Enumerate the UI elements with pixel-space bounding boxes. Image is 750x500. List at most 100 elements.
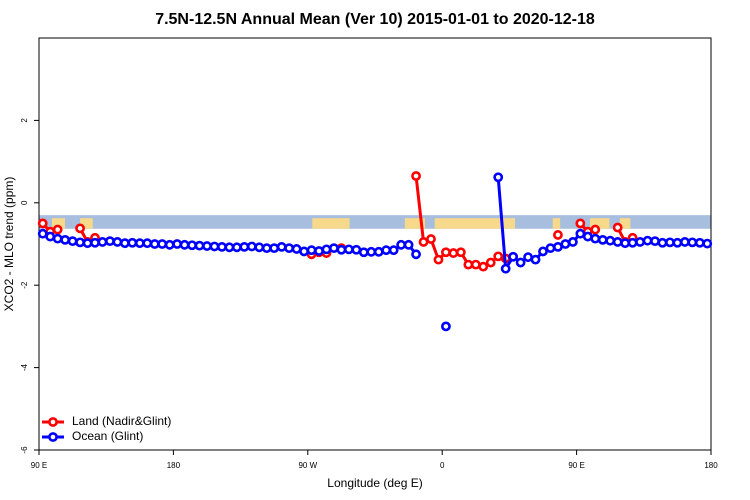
- data-point: [239, 241, 250, 252]
- data-point: [134, 238, 145, 249]
- data-point: [441, 247, 451, 258]
- data-point: [366, 246, 377, 257]
- chart-title: 7.5N-12.5N Annual Mean (Ver 10) 2015-01-…: [155, 11, 595, 28]
- data-point: [284, 243, 295, 254]
- y-tick-label: -6: [20, 446, 29, 454]
- data-point: [627, 237, 638, 248]
- data-point: [463, 259, 474, 270]
- data-point: [388, 245, 399, 256]
- data-point: [523, 252, 533, 263]
- data-point: [553, 230, 563, 240]
- x-tick-label: 90 E: [568, 461, 584, 470]
- y-axis-label: XCO2 - MLO trend (ppm): [2, 177, 16, 312]
- data-point: [560, 239, 571, 249]
- x-tick-label: 90 W: [298, 461, 317, 470]
- y-tick-label: 2: [20, 118, 29, 123]
- data-point: [694, 237, 705, 248]
- legend-item: Ocean (Glint): [42, 429, 143, 443]
- data-point: [567, 237, 578, 247]
- data-point: [149, 239, 160, 249]
- legend-label: Land (Nadir&Glint): [72, 414, 171, 428]
- legend-marker: [48, 417, 58, 427]
- data-point: [515, 257, 526, 268]
- data-point: [478, 261, 489, 272]
- data-point: [202, 241, 212, 251]
- data-point: [508, 251, 519, 262]
- data-point: [538, 246, 548, 257]
- y-tick-label: -4: [20, 363, 29, 371]
- data-point: [37, 228, 48, 239]
- data-point: [52, 224, 63, 235]
- data-point: [67, 236, 78, 247]
- data-point: [679, 237, 690, 247]
- data-point: [411, 249, 421, 260]
- data-point: [381, 245, 392, 256]
- data-point: [142, 238, 153, 249]
- data-point: [612, 222, 623, 233]
- data-point: [276, 241, 287, 252]
- x-tick-label: 90 E: [31, 461, 47, 470]
- data-point: [75, 237, 85, 248]
- data-point: [687, 237, 698, 248]
- data-point: [343, 244, 354, 255]
- data-point: [650, 236, 660, 247]
- data-point: [590, 224, 601, 235]
- data-point: [590, 233, 601, 244]
- legend-item: Land (Nadir&Glint): [42, 414, 171, 428]
- data-point: [187, 240, 197, 251]
- legend-label: Ocean (Glint): [72, 429, 143, 443]
- data-point: [657, 237, 668, 248]
- data-point: [179, 239, 190, 250]
- reference-band: [39, 215, 711, 229]
- data-point: [455, 247, 466, 258]
- land-mask: [619, 218, 631, 229]
- y-tick-label: 0: [20, 200, 29, 205]
- x-tick-label: 0: [440, 461, 445, 470]
- data-point: [448, 248, 459, 258]
- data-point: [553, 241, 563, 252]
- land-mask: [434, 218, 516, 229]
- data-point: [620, 238, 631, 249]
- data-point: [441, 321, 451, 332]
- data-point: [246, 241, 257, 252]
- data-point: [358, 247, 369, 258]
- data-point: [635, 237, 645, 247]
- land-mask: [51, 218, 65, 229]
- data-point: [575, 218, 586, 229]
- land-mask: [312, 218, 350, 229]
- data-point: [164, 239, 175, 250]
- land-mask: [552, 218, 561, 229]
- data-point: [157, 239, 168, 249]
- data-point: [329, 243, 339, 254]
- legend-marker: [48, 432, 58, 442]
- data-point: [306, 245, 317, 256]
- data-point: [217, 241, 227, 252]
- data-point: [545, 243, 556, 254]
- land-mask: [590, 218, 610, 229]
- data-point: [127, 237, 138, 248]
- data-point: [291, 244, 302, 254]
- data-point: [82, 238, 93, 249]
- land-mask: [404, 218, 426, 229]
- data-point: [485, 257, 496, 268]
- data-point: [433, 254, 444, 265]
- data-point: [37, 218, 48, 229]
- data-point: [314, 246, 324, 256]
- land-mask: [80, 218, 93, 229]
- data-point: [224, 242, 235, 253]
- data-point: [493, 251, 504, 262]
- data-point: [396, 239, 407, 250]
- data-point: [209, 241, 220, 252]
- data-point: [60, 234, 71, 245]
- data-point: [642, 235, 653, 246]
- data-point: [52, 233, 63, 244]
- data-point: [194, 240, 205, 251]
- data-point: [612, 237, 623, 247]
- data-point: [470, 259, 481, 270]
- data-point: [403, 239, 414, 250]
- data-point: [665, 237, 675, 248]
- data-point: [597, 234, 608, 245]
- data-point: [373, 246, 384, 257]
